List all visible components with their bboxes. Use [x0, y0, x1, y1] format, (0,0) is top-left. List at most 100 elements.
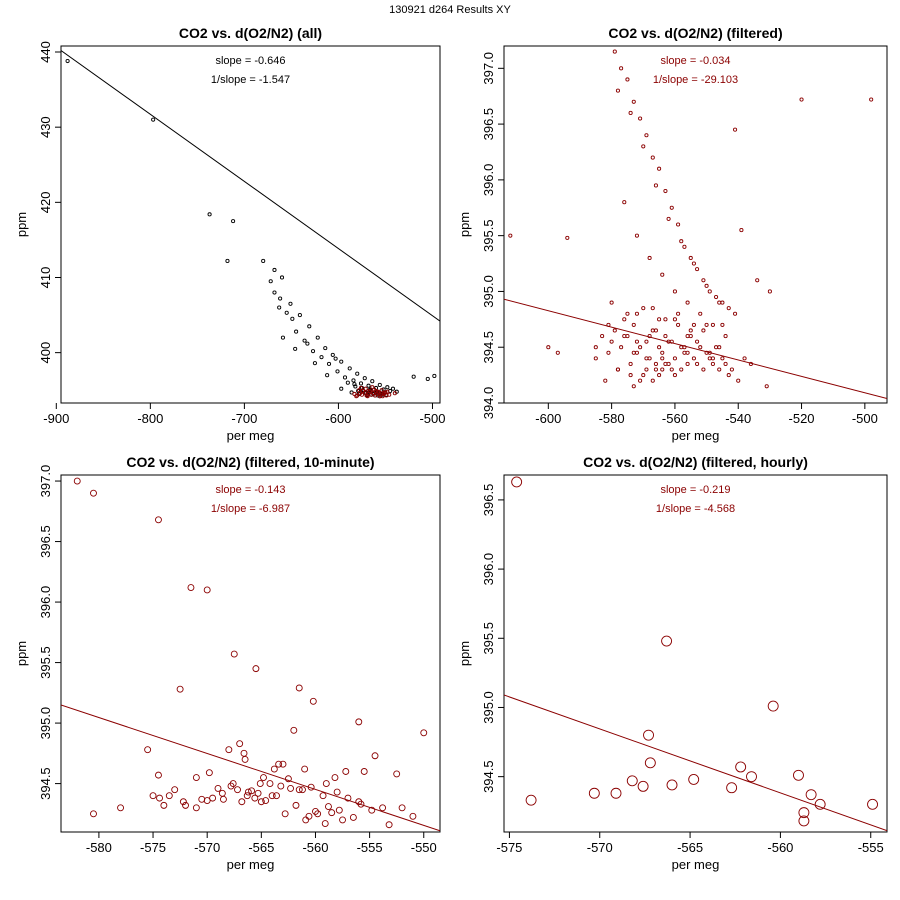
- data-point: [367, 388, 372, 394]
- data-point: [650, 306, 655, 311]
- data-point: [631, 322, 636, 327]
- data-point: [695, 267, 700, 272]
- y-tick-label: 410: [38, 267, 53, 289]
- data-point: [198, 795, 206, 803]
- data-point: [695, 361, 700, 367]
- data-point: [420, 729, 428, 737]
- data-point: [666, 216, 671, 221]
- data-point: [326, 361, 332, 366]
- data-point: [625, 311, 630, 316]
- data-point: [333, 788, 341, 796]
- data-point: [280, 335, 285, 340]
- data-point: [352, 382, 357, 387]
- y-tick-label: 397.0: [38, 465, 53, 498]
- data-point: [354, 394, 359, 399]
- data-point: [315, 335, 320, 340]
- data-point: [335, 369, 340, 374]
- data-point: [252, 665, 260, 673]
- data-point: [328, 809, 336, 817]
- data-point: [390, 386, 396, 391]
- x-tick-label: -570: [194, 840, 220, 855]
- data-point: [203, 586, 211, 594]
- data-point: [371, 752, 379, 760]
- data-point: [344, 794, 352, 802]
- data-point: [292, 801, 300, 809]
- data-point: [663, 361, 668, 367]
- annotation-inverse-slope: 1/slope = -4.568: [656, 503, 735, 515]
- data-point: [310, 349, 316, 354]
- data-point: [626, 775, 638, 787]
- data-point: [392, 391, 397, 396]
- chart-title: CO2 vs. d(O2/N2) (all): [179, 25, 322, 41]
- data-point: [650, 378, 655, 383]
- data-point: [682, 350, 687, 355]
- series-filtered: [352, 385, 397, 399]
- x-tick-label: -570: [587, 840, 613, 855]
- data-point: [622, 317, 627, 322]
- data-point: [299, 786, 306, 794]
- data-point: [295, 786, 303, 794]
- data-point: [192, 774, 200, 781]
- plot-area: [504, 476, 887, 832]
- x-tick-label: -550: [411, 840, 437, 855]
- data-point: [73, 477, 81, 485]
- data-point: [342, 375, 348, 380]
- data-point: [634, 311, 639, 316]
- data-point: [704, 283, 709, 288]
- data-point: [277, 782, 285, 790]
- data-point: [284, 775, 292, 783]
- data-point: [270, 765, 278, 773]
- data-point: [525, 794, 537, 806]
- y-axis-label: ppm: [457, 641, 472, 666]
- data-point: [244, 788, 252, 796]
- data-point: [160, 801, 168, 809]
- data-point: [612, 328, 617, 333]
- data-point: [638, 116, 643, 121]
- data-point: [660, 367, 665, 372]
- data-point: [625, 77, 630, 82]
- data-point: [798, 815, 810, 827]
- data-point: [701, 367, 706, 372]
- data-point: [726, 373, 731, 378]
- y-tick-label: 397.0: [481, 52, 496, 85]
- data-point: [219, 795, 227, 803]
- data-point: [256, 780, 264, 788]
- data-point: [379, 388, 384, 393]
- data-point: [275, 760, 283, 768]
- data-point: [641, 306, 646, 311]
- data-point: [370, 379, 375, 384]
- data-point: [290, 316, 295, 321]
- data-point: [385, 385, 390, 390]
- data-point: [187, 584, 195, 591]
- data-point: [305, 341, 310, 346]
- data-point: [279, 275, 285, 280]
- data-point: [679, 367, 684, 372]
- data-point: [351, 378, 356, 383]
- data-point: [261, 258, 266, 264]
- x-tick-label: -520: [789, 411, 815, 426]
- data-point: [284, 310, 289, 315]
- data-point: [653, 328, 658, 333]
- data-point: [688, 328, 693, 333]
- data-point: [339, 359, 344, 364]
- data-point: [238, 798, 246, 806]
- x-axis-label: per meg: [672, 428, 720, 443]
- data-point: [685, 361, 690, 367]
- data-point: [739, 228, 744, 233]
- data-point: [241, 755, 249, 763]
- data-point: [409, 812, 417, 820]
- data-point: [309, 697, 317, 705]
- x-tick-label: -565: [248, 840, 274, 855]
- annotation-slope: slope = -0.219: [660, 484, 730, 496]
- data-point: [603, 378, 608, 383]
- chart-panel-all: CO2 vs. d(O2/N2) (all) -900 -800 -700 -600 -5…: [14, 25, 445, 443]
- y-tick-label: 396.0: [38, 586, 53, 619]
- data-point: [628, 373, 633, 378]
- data-point: [638, 378, 643, 383]
- data-point: [331, 774, 339, 781]
- data-point: [653, 361, 658, 367]
- plot-frame: [503, 474, 888, 833]
- x-tick-label: -700: [231, 411, 257, 426]
- x-tick-label: -580: [86, 840, 112, 855]
